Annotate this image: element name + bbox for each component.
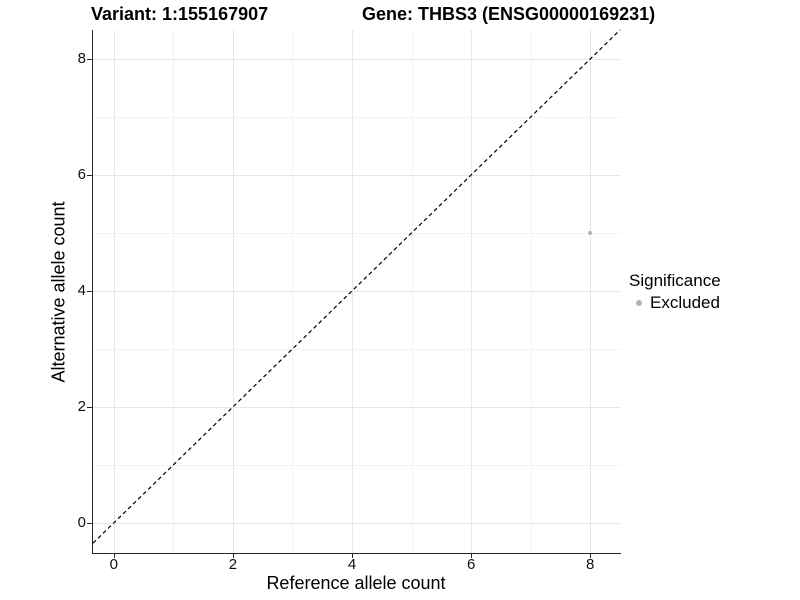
x-axis-line <box>92 553 621 554</box>
gridline-minor-horizontal <box>93 116 620 118</box>
x-tick-mark <box>590 553 592 558</box>
legend-item-label: Excluded <box>650 293 720 312</box>
identity-line <box>92 29 621 544</box>
legend-title: Significance <box>629 271 721 290</box>
gridline-major-horizontal <box>93 174 620 176</box>
y-tick-label: 0 <box>77 513 86 531</box>
x-tick-label: 8 <box>586 556 595 573</box>
gridline-major-horizontal <box>93 522 620 524</box>
gridline-minor-horizontal <box>93 464 620 466</box>
plot-panel: 0 2 4 6 8 0 2 4 6 8 <box>78 29 621 573</box>
y-tick-mark <box>87 406 92 408</box>
variant-title: Variant: 1:155167907 <box>91 4 269 24</box>
x-tick-mark <box>232 553 234 558</box>
x-tick-label: 6 <box>466 556 476 573</box>
legend-item-excluded[interactable]: Excluded <box>629 293 721 313</box>
gridline-major-horizontal <box>93 58 620 60</box>
y-tick-mark <box>87 174 92 176</box>
legend-swatch-icon <box>636 300 642 306</box>
gridline-major-horizontal <box>93 290 620 292</box>
y-tick-label: 6 <box>77 165 86 183</box>
y-tick-label: 2 <box>77 397 86 415</box>
y-axis-line <box>92 30 93 554</box>
y-tick-mark <box>87 290 92 292</box>
x-tick-label: 4 <box>347 556 357 573</box>
y-tick-label: 8 <box>77 49 86 67</box>
dashed-identity-line <box>92 29 621 544</box>
gridline-minor-horizontal <box>93 348 620 350</box>
x-axis-title: Reference allele count <box>266 573 446 593</box>
x-tick-label: 0 <box>109 556 118 573</box>
y-tick-mark <box>87 522 92 524</box>
x-tick-label: 2 <box>228 556 238 573</box>
data-point[interactable] <box>588 230 593 235</box>
gridline-minor-horizontal <box>93 232 620 234</box>
x-tick-mark <box>352 553 354 558</box>
legend: Significance Excluded <box>629 271 721 313</box>
x-tick-mark <box>113 553 115 558</box>
gridline-major-horizontal <box>93 406 620 408</box>
gene-title: Gene: THBS3 (ENSG00000169231) <box>362 4 656 24</box>
y-tick-label: 4 <box>77 281 86 299</box>
y-tick-mark <box>87 58 92 60</box>
x-tick-mark <box>471 553 473 558</box>
y-axis-title: Alternative allele count <box>48 201 69 383</box>
